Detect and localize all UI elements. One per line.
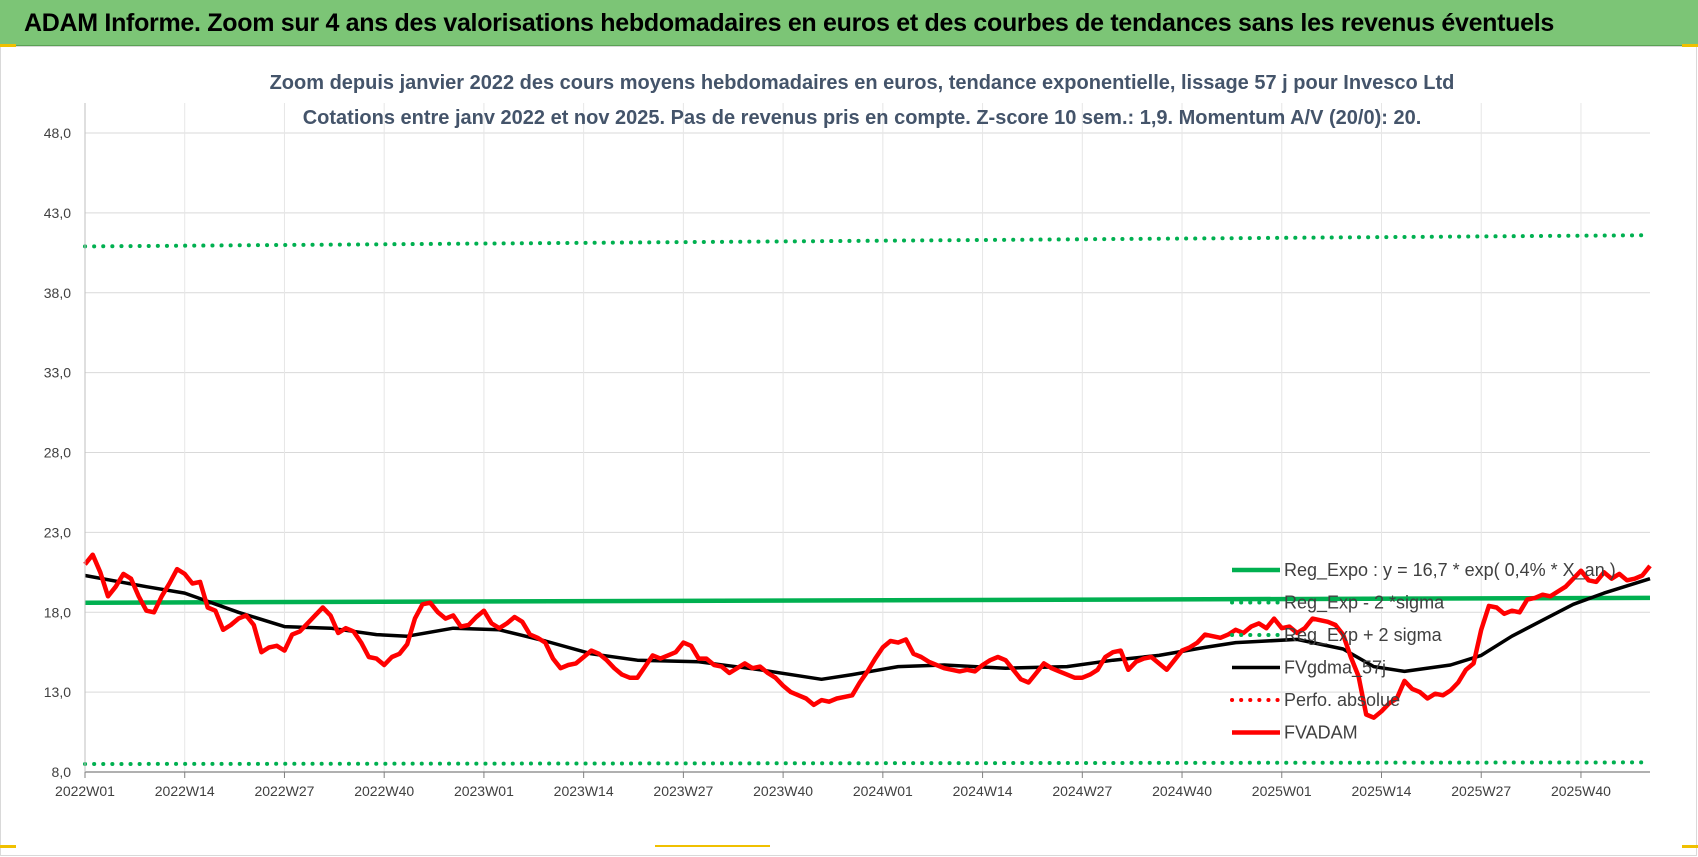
chart-frame — [0, 46, 1697, 856]
x-tick-label: 2022W14 — [155, 783, 215, 799]
series-line-1 — [83, 760, 1652, 766]
y-tick-label: 43,0 — [44, 205, 71, 221]
y-tick-label: 38,0 — [44, 285, 71, 301]
header-banner: ADAM Informe. Zoom sur 4 ans des valoris… — [0, 0, 1698, 46]
legend-label-2: Reg_Exp + 2 sigma — [1284, 625, 1443, 646]
chart-title-line1: Zoom depuis janvier 2022 des cours moyen… — [270, 72, 1455, 94]
x-tick-label: 2024W40 — [1152, 783, 1212, 799]
x-tick-label: 2025W14 — [1352, 783, 1412, 799]
corner-mark-bottom-left — [0, 845, 16, 848]
x-tick-label: 2025W01 — [1252, 783, 1312, 799]
bottom-center-mark — [655, 845, 770, 847]
x-tick-label: 2024W01 — [853, 783, 913, 799]
x-tick-label: 2024W14 — [953, 783, 1013, 799]
chart-series — [83, 233, 1652, 766]
y-tick-label: 18,0 — [44, 604, 71, 620]
x-tick-label: 2025W27 — [1451, 783, 1511, 799]
legend-label-1: Reg_Exp - 2 *sigma — [1284, 593, 1445, 614]
corner-mark-right — [1682, 44, 1698, 47]
legend-label-4: Perfo. absolue — [1284, 690, 1400, 710]
x-tick-label: 2022W27 — [254, 783, 314, 799]
x-tick-label: 2023W14 — [554, 783, 614, 799]
x-tick-label: 2023W01 — [454, 783, 514, 799]
series-line-2 — [83, 233, 1652, 249]
series-line-5 — [83, 552, 1652, 720]
x-tick-label: 2022W40 — [354, 783, 414, 799]
page-title: ADAM Informe. Zoom sur 4 ans des valoris… — [24, 9, 1554, 37]
y-tick-label: 28,0 — [44, 445, 71, 461]
y-tick-label: 13,0 — [44, 684, 71, 700]
y-tick-label: 48,0 — [44, 125, 71, 141]
chart-legend: Reg_Expo : y = 16,7 * exp( 0,4% * X_an )… — [1230, 560, 1616, 743]
chart-title-line2: Cotations entre janv 2022 et nov 2025. P… — [303, 107, 1422, 129]
y-tick-label: 23,0 — [44, 524, 71, 540]
chart-axes: 8,0 13,0 18,0 23,0 28,0 33,0 38,0 43,0 48,0 2022W… — [44, 103, 1650, 799]
corner-mark-left — [0, 44, 16, 47]
x-tick-label: 2023W40 — [753, 783, 813, 799]
x-tick-label: 2024W27 — [1052, 783, 1112, 799]
legend-label-0: Reg_Expo : y = 16,7 * exp( 0,4% * X_an ) — [1284, 560, 1616, 581]
corner-mark-bottom-right — [1682, 845, 1698, 848]
legend-label-5: FVADAM — [1284, 723, 1358, 743]
x-tick-label: 2022W01 — [55, 783, 115, 799]
y-tick-label: 33,0 — [44, 365, 71, 381]
series-line-3 — [84, 573, 1651, 682]
series-line-0 — [84, 595, 1651, 605]
x-tick-label: 2025W40 — [1551, 783, 1611, 799]
legend-label-3: FVgdma_57j — [1284, 658, 1386, 679]
y-tick-label: 8,0 — [52, 764, 72, 780]
x-tick-label: 2023W27 — [653, 783, 713, 799]
